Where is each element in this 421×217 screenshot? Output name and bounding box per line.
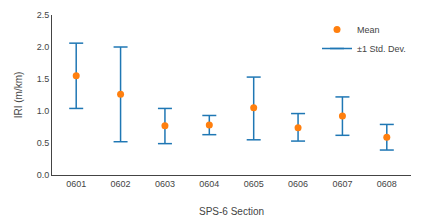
svg-text:0602: 0602 <box>111 179 131 189</box>
svg-text:0605: 0605 <box>244 179 264 189</box>
svg-text:0607: 0607 <box>332 179 352 189</box>
svg-text:1.0: 1.0 <box>37 106 50 116</box>
svg-text:0601: 0601 <box>66 179 86 189</box>
svg-text:0603: 0603 <box>155 179 175 189</box>
svg-text:0608: 0608 <box>377 179 397 189</box>
svg-text:0606: 0606 <box>288 179 308 189</box>
svg-text:±1 Std. Dev.: ±1 Std. Dev. <box>357 44 406 54</box>
svg-text:1.5: 1.5 <box>37 74 50 84</box>
svg-text:Mean: Mean <box>357 25 380 35</box>
svg-text:SPS-6 Section: SPS-6 Section <box>199 206 264 217</box>
svg-text:2.5: 2.5 <box>37 10 50 20</box>
svg-text:0.0: 0.0 <box>37 170 50 180</box>
svg-text:IRI (m/km): IRI (m/km) <box>13 72 24 119</box>
svg-text:2.0: 2.0 <box>37 42 50 52</box>
svg-text:0604: 0604 <box>199 179 219 189</box>
svg-text:0.5: 0.5 <box>37 138 50 148</box>
